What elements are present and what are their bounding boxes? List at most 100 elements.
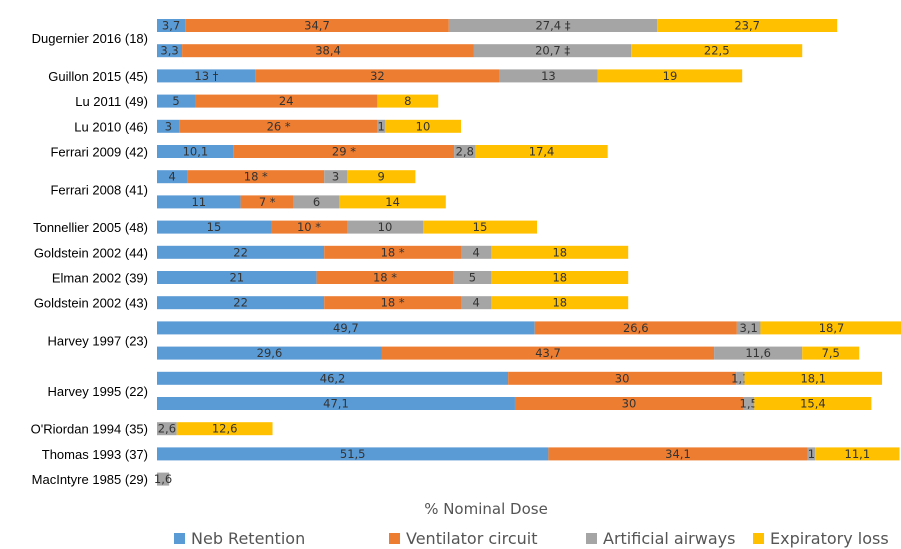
data-label: 11 xyxy=(191,195,206,209)
bar-segment xyxy=(233,145,455,158)
data-label: 18 xyxy=(552,296,567,310)
bar-segment xyxy=(324,296,461,310)
legend-swatch xyxy=(753,533,764,544)
bar-segment xyxy=(347,170,416,184)
bar-segment xyxy=(157,19,186,32)
data-label: 22 xyxy=(233,245,248,259)
data-label: 18 * xyxy=(381,245,405,259)
bar-segment xyxy=(454,145,476,158)
bar-segment xyxy=(381,346,715,360)
data-label: 29,6 xyxy=(257,346,283,360)
bar-segment xyxy=(423,220,537,234)
data-label: 10,1 xyxy=(183,145,209,159)
category-label: O'Riordan 1994 (35) xyxy=(31,422,148,437)
bar-segment xyxy=(453,271,492,284)
data-label: 34,7 xyxy=(304,19,330,33)
bar-segment xyxy=(491,245,629,259)
bar-segment xyxy=(157,447,549,461)
bar-segment xyxy=(714,346,803,360)
bar-segment xyxy=(157,371,509,385)
data-label: 2,6 xyxy=(158,422,176,436)
bar-segment xyxy=(157,170,188,184)
bar-segment xyxy=(534,321,737,335)
bar-segment xyxy=(157,119,180,133)
data-label: 20,7 ‡ xyxy=(535,44,570,58)
data-label: 12,6 xyxy=(212,422,238,436)
bar-segment xyxy=(499,69,598,83)
x-axis-label: % Nominal Dose xyxy=(424,500,548,518)
category-label: Lu 2011 (49) xyxy=(75,94,148,109)
data-label: 15 xyxy=(473,220,488,234)
data-label: 10 xyxy=(378,220,393,234)
data-label: 18 xyxy=(552,271,567,285)
data-label: 18,7 xyxy=(819,321,845,335)
bar-segment xyxy=(736,371,745,385)
bar-segment xyxy=(597,69,743,83)
category-label: Ferrari 2008 (41) xyxy=(50,182,148,197)
bar-segment xyxy=(179,119,378,133)
bar-segment xyxy=(473,44,632,58)
data-label: 30 xyxy=(615,371,630,385)
data-label: 7 * xyxy=(259,195,276,209)
category-label: Tonnellier 2005 (48) xyxy=(33,220,148,235)
data-label: 1,6 xyxy=(154,472,172,486)
data-label: 32 xyxy=(370,69,385,83)
bar-segment xyxy=(157,271,317,284)
data-label: 10 xyxy=(416,119,431,133)
category-label: Goldstein 2002 (44) xyxy=(34,245,148,260)
data-label: 1 xyxy=(808,447,815,461)
data-label: 22 xyxy=(233,296,248,310)
bar-segment xyxy=(157,195,241,209)
bar-segment xyxy=(760,321,901,335)
data-label: 43,7 xyxy=(535,346,561,360)
legend-label: Artificial airways xyxy=(603,529,735,548)
legend-label: Expiratory loss xyxy=(770,529,889,548)
data-label: 27,4 ‡ xyxy=(535,19,570,33)
bar-segment xyxy=(157,346,382,360)
bar-segment xyxy=(631,44,803,58)
bar-segment xyxy=(157,296,325,310)
data-label: 23,7 xyxy=(734,19,760,33)
bar-segment xyxy=(324,245,461,259)
data-label: 11,1 xyxy=(845,447,871,461)
bar-segment xyxy=(195,94,378,108)
data-label: 2,8 xyxy=(456,145,474,159)
bar-segment xyxy=(461,296,492,310)
data-label: 17,4 xyxy=(529,145,555,159)
data-label: 19 xyxy=(663,69,678,83)
category-label: Goldstein 2002 (43) xyxy=(34,296,148,311)
data-label: 38,4 xyxy=(315,44,341,58)
bar-segment xyxy=(347,220,423,234)
data-label: 13 xyxy=(541,69,556,83)
bar-segment xyxy=(448,19,658,32)
data-label: 4 xyxy=(169,170,176,184)
bar-segment xyxy=(157,472,170,486)
data-label: 3,1 xyxy=(740,321,758,335)
data-label: 18 xyxy=(552,245,567,259)
data-label: 11,6 xyxy=(745,346,771,360)
legend-swatch xyxy=(586,533,597,544)
bar-segment xyxy=(807,447,816,461)
bar-segment xyxy=(240,195,294,209)
bar-segment xyxy=(316,271,454,284)
data-label: 3 xyxy=(332,170,339,184)
data-label: 18,1 xyxy=(800,371,826,385)
bar-segment xyxy=(157,145,234,158)
bar-segment xyxy=(185,19,449,32)
data-label: 51,5 xyxy=(340,447,366,461)
data-label: 10 * xyxy=(297,220,321,234)
category-label: Harvey 1997 (23) xyxy=(48,334,148,349)
legend-swatch xyxy=(389,533,400,544)
bar-segment xyxy=(475,145,608,158)
bar-segment xyxy=(754,397,872,410)
data-label: 5 xyxy=(172,94,179,108)
data-label: 4 xyxy=(473,296,480,310)
bar-segment xyxy=(377,119,385,133)
legend-swatch xyxy=(174,533,185,544)
bar-segment xyxy=(157,245,325,259)
bar-segment xyxy=(157,44,183,58)
data-label: 14 xyxy=(385,195,400,209)
data-label: 29 * xyxy=(332,145,356,159)
data-label: 46,2 xyxy=(320,371,346,385)
